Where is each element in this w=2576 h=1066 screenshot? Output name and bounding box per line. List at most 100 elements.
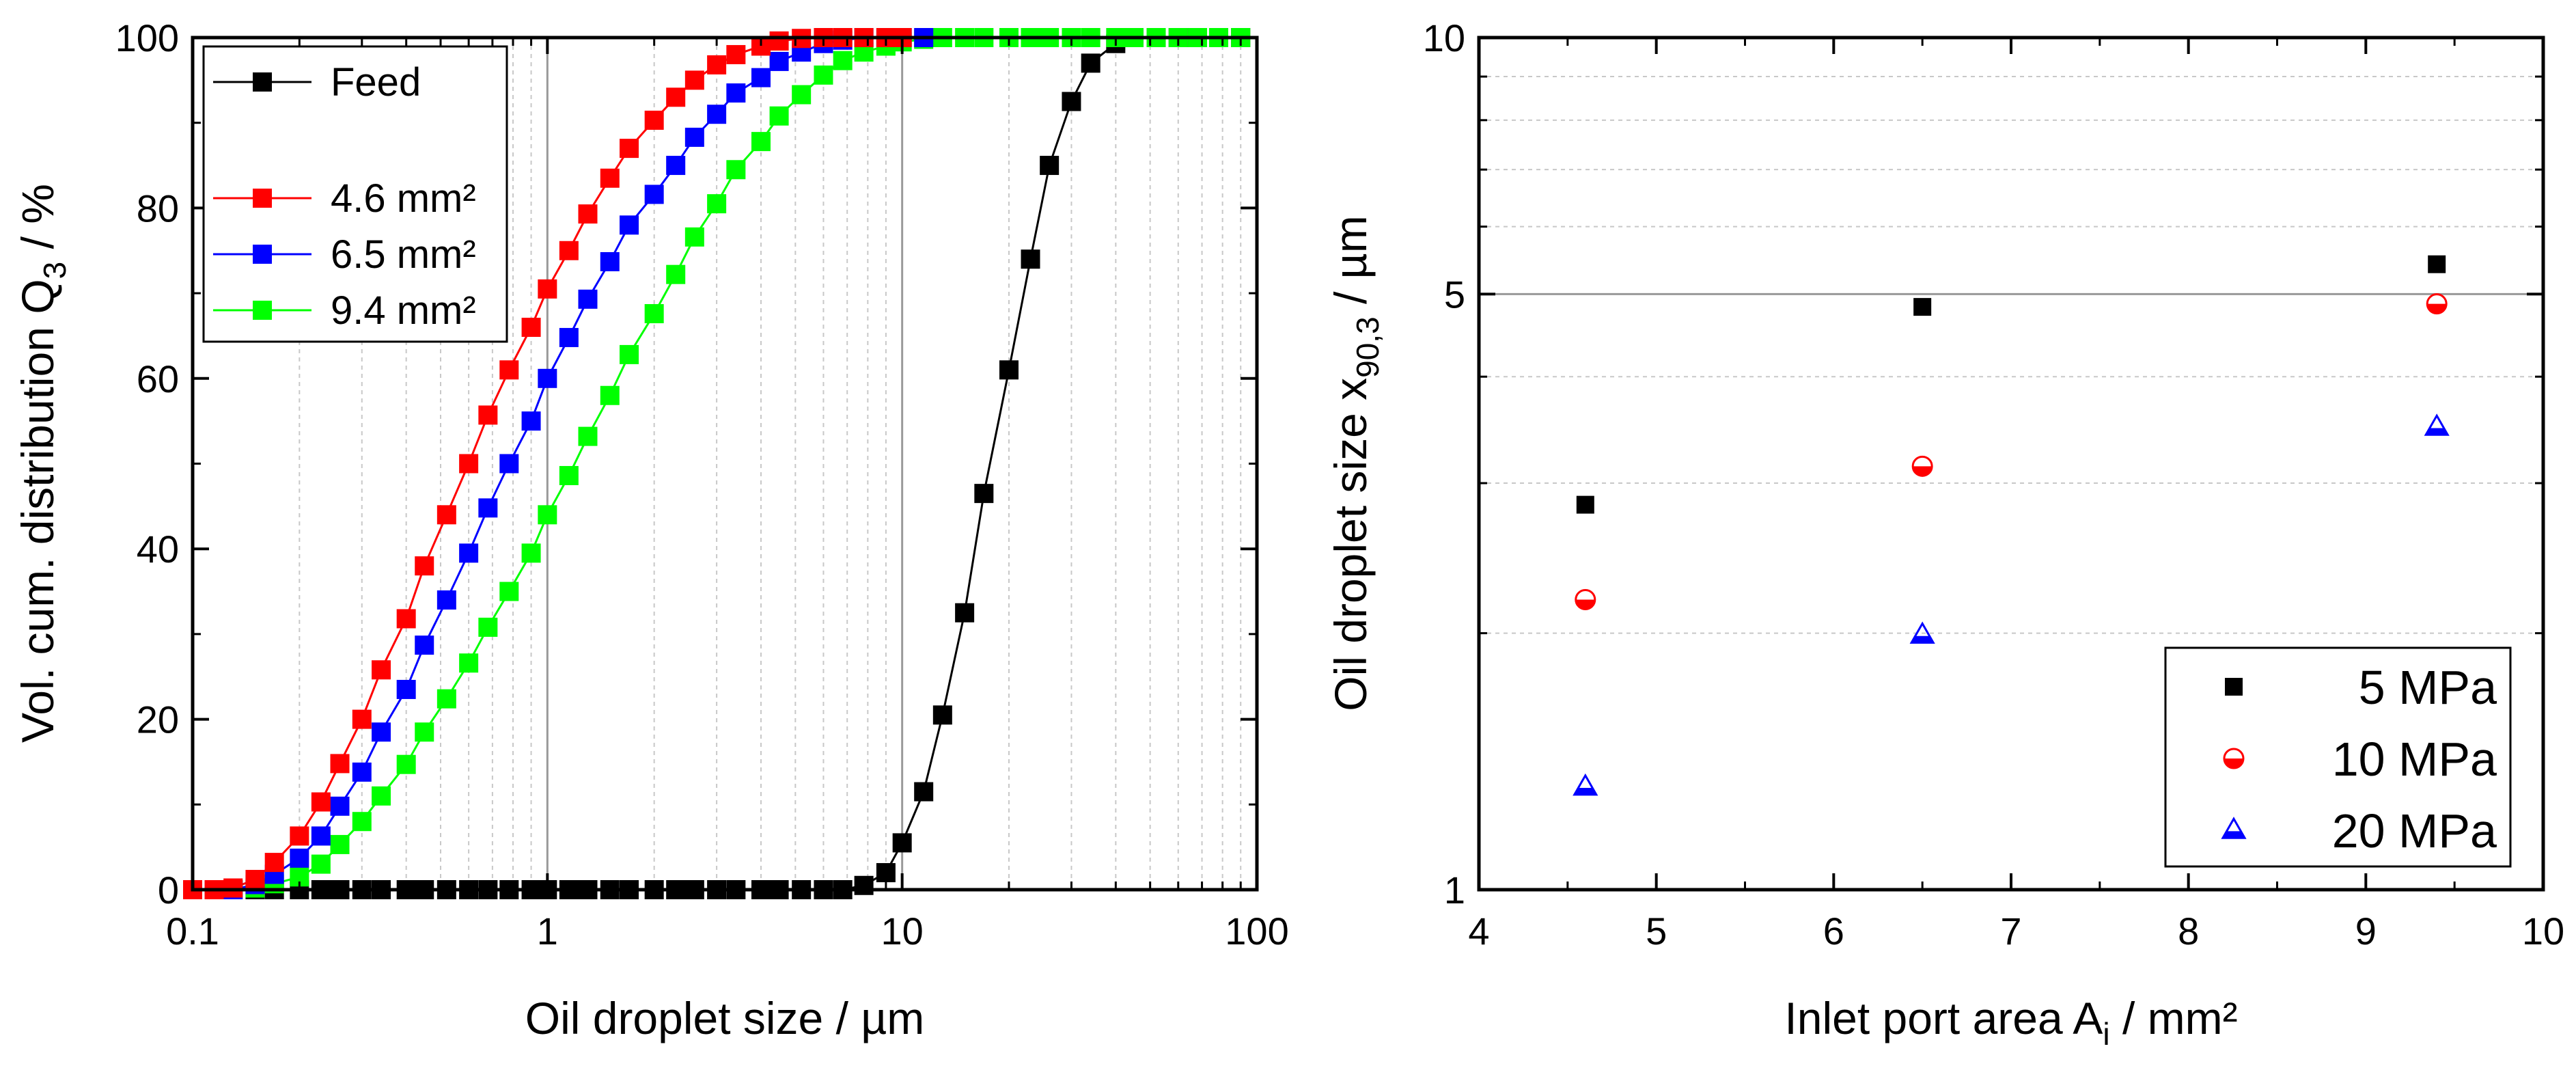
droplet-size-scatter-chart: 1 5 10 4 5 6 7 8 9 10 Inlet port area Ai / mm² Oi… bbox=[1325, 16, 2564, 1052]
data-point-4-6-mm bbox=[352, 709, 372, 729]
data-point-9-4-mm bbox=[769, 106, 789, 126]
data-point-4-6-mm bbox=[726, 44, 746, 64]
data-point-9-4-mm bbox=[600, 385, 620, 405]
data-point-9-4-mm bbox=[352, 812, 372, 832]
data-point-9-4-mm bbox=[707, 194, 727, 214]
data-point-9-4-mm bbox=[521, 543, 541, 563]
data-point-4-6-mm bbox=[644, 110, 664, 130]
data-point-6-5-mm bbox=[311, 826, 331, 846]
left-y-tick-label: 80 bbox=[137, 187, 179, 230]
data-point-6-5-mm bbox=[459, 543, 479, 563]
data-point-feed bbox=[999, 360, 1019, 380]
left-series-markers bbox=[183, 28, 1251, 899]
left-legend: Feed 4.6 mm² 6.5 mm² 9.4 mm² bbox=[202, 45, 508, 343]
data-point-4-6-mm bbox=[437, 505, 456, 525]
data-point-9-4-mm bbox=[396, 754, 416, 774]
data-point-10-mpa bbox=[1575, 588, 1596, 610]
data-point-4-6-mm bbox=[600, 168, 620, 188]
data-point-feed bbox=[854, 875, 874, 895]
left-y-tick-label: 40 bbox=[137, 528, 179, 571]
data-point-6-5-mm bbox=[290, 848, 309, 868]
data-point-4-6-mm bbox=[521, 317, 541, 337]
right-series-markers bbox=[1573, 255, 2450, 796]
data-point-6-5-mm bbox=[684, 127, 704, 147]
legend-marker-feed bbox=[253, 72, 272, 92]
legend-label-feed: Feed bbox=[331, 60, 421, 105]
data-point-feed bbox=[955, 603, 975, 623]
right-x-tick-label: 10 bbox=[2522, 910, 2564, 953]
right-y-tick-label: 1 bbox=[1444, 869, 1465, 912]
data-point-feed bbox=[914, 782, 934, 802]
right-y-tick-label: 5 bbox=[1444, 273, 1465, 316]
right-y-axis-title: Oil droplet size x90,3 / µm bbox=[1325, 215, 1385, 711]
left-y-tick-label: 20 bbox=[137, 698, 179, 741]
data-point-4-6-mm bbox=[372, 660, 391, 680]
data-point-9-4-mm bbox=[814, 65, 833, 85]
data-point-4-6-mm bbox=[290, 826, 309, 846]
left-y-tick-label: 60 bbox=[137, 357, 179, 400]
data-point-6-5-mm bbox=[372, 722, 391, 742]
data-point-4-6-mm bbox=[415, 556, 434, 576]
data-point-4-6-mm bbox=[666, 87, 686, 107]
data-point-6-5-mm bbox=[499, 454, 519, 474]
data-point-6-5-mm bbox=[578, 289, 598, 309]
data-point-9-4-mm bbox=[415, 722, 434, 742]
left-axis-ticks: 0.1 1 10 100 0 20 40 60 80 100 bbox=[115, 16, 1289, 953]
data-point-6-5-mm bbox=[620, 215, 639, 235]
data-point-feed bbox=[1081, 53, 1100, 73]
data-point-4-6-mm bbox=[769, 31, 789, 51]
data-point-20-mpa bbox=[1573, 773, 1598, 796]
data-point-5-mpa bbox=[1913, 298, 1932, 316]
data-point-10-mpa bbox=[2426, 293, 2448, 315]
data-point-20-mpa bbox=[2424, 413, 2450, 436]
legend-label-6-5-mm: 6.5 mm² bbox=[331, 232, 476, 277]
data-point-9-4-mm bbox=[330, 834, 350, 854]
data-point-feed bbox=[1040, 156, 1060, 176]
legend-label-4-6-mm: 4.6 mm² bbox=[331, 176, 476, 221]
data-point-6-5-mm bbox=[559, 327, 579, 347]
data-point-9-4-mm bbox=[499, 582, 519, 601]
data-point-6-5-mm bbox=[415, 636, 434, 655]
data-point-4-6-mm bbox=[559, 241, 579, 260]
right-x-axis-title: Inlet port area Ai / mm² bbox=[1784, 993, 2237, 1052]
data-point-9-4-mm bbox=[559, 465, 579, 485]
data-point-4-6-mm bbox=[684, 70, 704, 90]
right-grid bbox=[1479, 76, 2543, 634]
data-point-6-5-mm bbox=[437, 590, 456, 610]
left-y-axis-title: Vol. cum. distribution Q3 / % bbox=[12, 184, 72, 743]
legend-marker-20-mpa bbox=[2221, 817, 2247, 839]
cumulative-distribution-chart: 0.1 1 10 100 0 20 40 60 80 100 Oil droplet size /… bbox=[12, 16, 1289, 1043]
data-point-feed bbox=[1021, 249, 1040, 269]
data-point-9-4-mm bbox=[792, 85, 812, 105]
legend-marker-9-4-mm bbox=[253, 301, 272, 320]
data-point-4-6-mm bbox=[245, 870, 265, 890]
data-point-9-4-mm bbox=[684, 227, 704, 247]
data-point-9-4-mm bbox=[459, 653, 479, 673]
data-point-6-5-mm bbox=[751, 68, 771, 87]
data-point-4-6-mm bbox=[707, 55, 727, 74]
left-x-tick-label: 0.1 bbox=[166, 910, 219, 953]
data-point-9-4-mm bbox=[478, 617, 498, 637]
data-point-6-5-mm bbox=[396, 679, 416, 699]
data-point-4-6-mm bbox=[538, 279, 557, 299]
legend-marker-6-5-mm bbox=[253, 245, 272, 264]
legend-label-9-4-mm: 9.4 mm² bbox=[331, 288, 476, 333]
data-point-9-4-mm bbox=[751, 132, 771, 152]
left-x-tick-label: 1 bbox=[537, 910, 558, 953]
data-point-4-6-mm bbox=[311, 792, 331, 812]
right-legend: 5 MPa 10 MPa 20 MPa bbox=[2164, 646, 2512, 868]
data-point-9-4-mm bbox=[437, 689, 456, 709]
data-point-4-6-mm bbox=[264, 853, 284, 873]
data-point-9-4-mm bbox=[372, 786, 391, 806]
data-point-9-4-mm bbox=[666, 264, 686, 284]
data-point-5-mpa bbox=[1576, 495, 1594, 514]
data-point-5-mpa bbox=[2428, 255, 2446, 273]
right-x-tick-label: 7 bbox=[2000, 910, 2021, 953]
data-point-feed bbox=[974, 484, 994, 504]
data-point-9-4-mm bbox=[833, 51, 853, 70]
data-point-6-5-mm bbox=[644, 184, 664, 204]
data-point-6-5-mm bbox=[538, 368, 557, 388]
left-x-tick-label: 100 bbox=[1225, 910, 1288, 953]
data-point-6-5-mm bbox=[726, 83, 746, 103]
